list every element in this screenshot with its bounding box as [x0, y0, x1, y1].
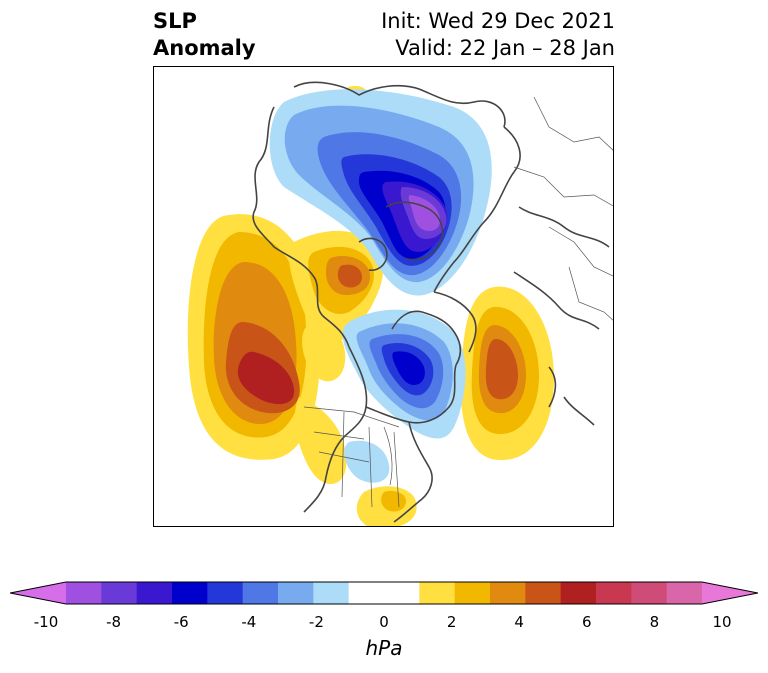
colorbar-cell	[596, 582, 632, 604]
title-left: SLP Anomaly	[153, 8, 256, 62]
colorbar-max-extend	[702, 582, 758, 604]
atlantic-high	[460, 286, 554, 461]
colorbar-tick-label: -8	[106, 613, 122, 631]
colorbar-tick-label: -2	[308, 613, 324, 631]
colorbar-cell	[348, 582, 385, 604]
colorbar-tick-label: 6	[582, 613, 592, 631]
colorbar-cell	[313, 582, 350, 604]
pacific-high	[187, 214, 321, 460]
colorbar-cell	[666, 582, 703, 604]
coastlines	[252, 81, 610, 523]
colorbar-cell	[631, 582, 668, 604]
colorbar-cell	[419, 582, 456, 604]
colorbar-cell	[66, 582, 102, 604]
colorbar-min-extend	[10, 582, 66, 604]
colorbar-cell	[136, 582, 173, 604]
colorbar-tick-label: 0	[379, 613, 389, 631]
hudson-low	[342, 309, 466, 483]
colorbar-cell	[384, 582, 420, 604]
colorbar-tick-label: 4	[514, 613, 524, 631]
colorbar-cell	[560, 582, 597, 604]
init-date: Init: Wed 29 Dec 2021	[381, 9, 615, 33]
title-right: Init: Wed 29 Dec 2021 Valid: 22 Jan – 28…	[381, 8, 615, 62]
colorbar-cell	[454, 582, 491, 604]
colorbar-cell	[207, 582, 244, 604]
arctic-low	[269, 89, 492, 296]
anomaly-map	[187, 81, 613, 526]
colorbar-cell	[490, 582, 526, 604]
title-type: Anomaly	[153, 36, 256, 60]
colorbar-cell	[525, 582, 562, 604]
colorbar-outline	[10, 581, 758, 605]
colorbar-cell	[172, 582, 208, 604]
colorbar-tick-label: 2	[446, 613, 457, 631]
valid-range: Valid: 22 Jan – 28 Jan	[395, 36, 615, 60]
colorbar	[10, 581, 758, 605]
colorbar-tick-label: -6	[173, 613, 189, 631]
colorbar-tick-label: 10	[712, 613, 732, 631]
title-variable: SLP	[153, 9, 197, 33]
colorbar-cell	[101, 582, 138, 604]
borders	[303, 96, 613, 508]
map-panel	[153, 66, 614, 527]
colorbar-cell	[242, 582, 279, 604]
colorbar-unit-label: hPa	[365, 636, 403, 660]
colorbar-tick-label: -4	[241, 613, 257, 631]
colorbar-tick-label: 8	[649, 613, 660, 631]
colorbar-tick-label: -10	[33, 613, 59, 631]
colorbar-cell	[278, 582, 314, 604]
canada-high	[288, 230, 384, 484]
